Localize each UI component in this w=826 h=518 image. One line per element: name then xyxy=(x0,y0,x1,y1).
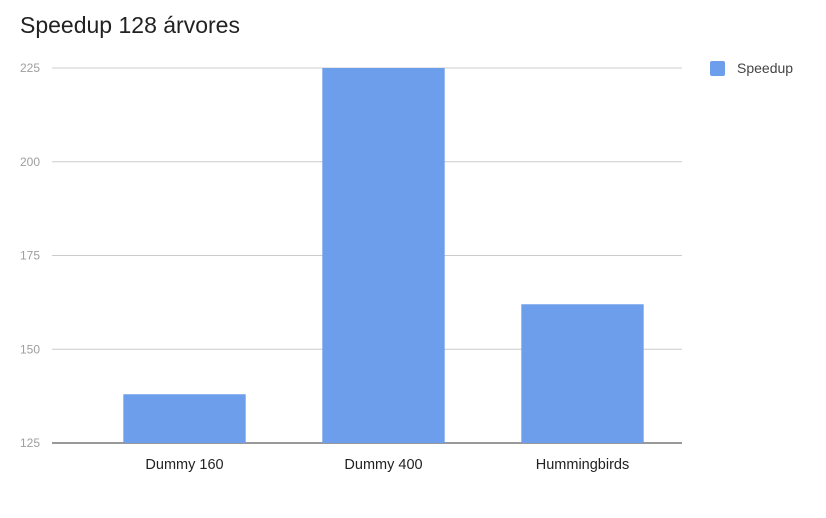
legend-label: Speedup xyxy=(737,60,793,76)
y-tick-label: 175 xyxy=(20,249,40,263)
bar-dummy-160[interactable] xyxy=(123,394,246,443)
x-category-label: Hummingbirds xyxy=(536,457,629,473)
y-tick-label: 200 xyxy=(20,155,40,169)
y-tick-label: 150 xyxy=(20,342,40,356)
y-tick-label: 225 xyxy=(20,61,40,75)
chart-title: Speedup 128 árvores xyxy=(20,12,240,38)
bar-hummingbirds[interactable] xyxy=(521,304,644,443)
legend[interactable]: Speedup xyxy=(710,60,793,76)
bars xyxy=(123,68,644,443)
x-category-label: Dummy 400 xyxy=(344,457,422,473)
bar-dummy-400[interactable] xyxy=(322,68,445,443)
x-axis-category-labels: Dummy 160 Dummy 400 Hummingbirds xyxy=(145,457,629,473)
x-category-label: Dummy 160 xyxy=(145,457,223,473)
y-tick-label: 125 xyxy=(20,436,40,450)
legend-swatch xyxy=(710,61,725,76)
y-axis-tick-labels: 125 150 175 200 225 xyxy=(20,61,40,450)
